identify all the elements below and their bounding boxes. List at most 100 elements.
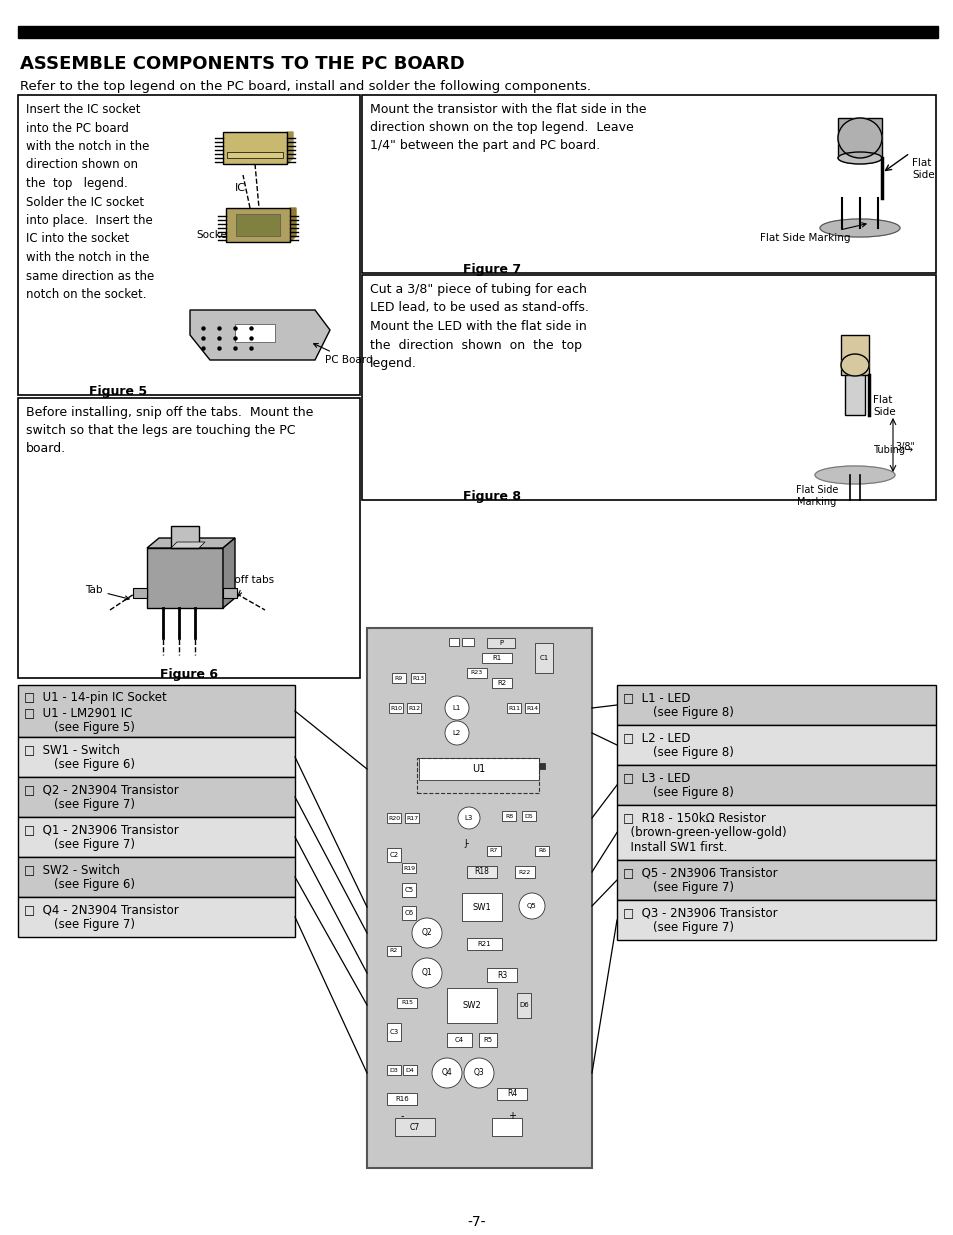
Bar	[517, 993, 531, 1018]
Text: R3: R3	[497, 971, 507, 979]
Bar	[234, 324, 274, 342]
Bar	[401, 863, 416, 873]
Bar	[223, 132, 287, 164]
Bar	[515, 866, 535, 878]
Text: (see Figure 6): (see Figure 6)	[24, 758, 135, 771]
Bar	[18, 737, 294, 777]
Circle shape	[432, 1058, 461, 1088]
Bar	[617, 685, 935, 725]
Bar	[486, 846, 500, 856]
Text: R23: R23	[471, 671, 482, 676]
Bar	[521, 811, 536, 821]
Bar	[387, 1065, 400, 1074]
Text: Cut a 3/8" piece of tubing for each
LED lead, to be used as stand-offs.
Mount th: Cut a 3/8" piece of tubing for each LED …	[370, 283, 588, 370]
Text: Socket: Socket	[195, 230, 231, 240]
Text: R14: R14	[525, 705, 537, 710]
Bar	[18, 857, 294, 897]
Bar	[486, 968, 517, 982]
Bar	[467, 866, 497, 878]
Bar	[447, 1032, 472, 1047]
Bar	[395, 1118, 435, 1136]
Bar	[171, 526, 199, 548]
Bar	[617, 725, 935, 764]
Ellipse shape	[837, 152, 882, 164]
Text: 3/8": 3/8"	[894, 442, 914, 452]
Bar	[478, 1032, 497, 1047]
Bar	[837, 119, 882, 158]
Text: -: -	[400, 1112, 403, 1121]
Text: Q4: Q4	[441, 1068, 452, 1077]
Text: R12: R12	[408, 705, 419, 710]
Circle shape	[463, 1058, 494, 1088]
Text: (brown-green-yellow-gold): (brown-green-yellow-gold)	[622, 826, 786, 839]
Text: SW2: SW2	[462, 1000, 481, 1009]
Bar	[147, 548, 223, 608]
Bar	[418, 758, 538, 781]
Text: R6: R6	[537, 848, 545, 853]
Bar	[461, 893, 501, 921]
Bar	[461, 638, 474, 646]
Text: R19: R19	[402, 866, 415, 871]
Text: Q5: Q5	[527, 903, 537, 909]
Bar	[405, 813, 418, 823]
Bar	[387, 946, 400, 956]
Circle shape	[412, 918, 441, 948]
Bar	[361, 95, 935, 273]
Text: Refer to the top legend on the PC board, install and solder the following compon: Refer to the top legend on the PC board,…	[20, 80, 590, 93]
Bar	[524, 703, 538, 713]
Text: Tubing→: Tubing→	[872, 445, 912, 454]
Circle shape	[444, 721, 469, 745]
Bar	[617, 860, 935, 900]
Text: □  R18 - 150kΩ Resistor: □ R18 - 150kΩ Resistor	[622, 811, 765, 824]
Bar	[226, 207, 290, 242]
Text: Flat Side
Marking: Flat Side Marking	[795, 485, 838, 506]
Text: (see Figure 7): (see Figure 7)	[24, 918, 135, 931]
Text: D5: D5	[524, 814, 533, 819]
Text: R13: R13	[412, 676, 424, 680]
Polygon shape	[290, 207, 295, 242]
Text: R7: R7	[489, 848, 497, 853]
Text: R21: R21	[476, 941, 490, 947]
Text: R4: R4	[506, 1089, 517, 1098]
Bar	[223, 588, 236, 598]
Text: R11: R11	[507, 705, 519, 710]
Text: D3: D3	[389, 1067, 398, 1072]
Bar	[844, 354, 864, 415]
Text: P: P	[498, 640, 502, 646]
Bar	[492, 1118, 521, 1136]
Text: □  L3 - LED: □ L3 - LED	[622, 771, 690, 784]
Bar	[18, 95, 359, 395]
Bar	[486, 638, 515, 648]
Text: R9: R9	[395, 676, 403, 680]
Bar	[18, 818, 294, 857]
Bar	[18, 685, 294, 737]
Text: □  U1 - LM2901 IC: □ U1 - LM2901 IC	[24, 706, 132, 719]
Bar	[617, 805, 935, 860]
Bar	[367, 629, 592, 1168]
Bar	[235, 214, 280, 236]
Bar	[535, 846, 548, 856]
Bar	[535, 643, 553, 673]
Text: □  Q2 - 2N3904 Transistor: □ Q2 - 2N3904 Transistor	[24, 783, 178, 797]
Text: Figure 8: Figure 8	[462, 490, 520, 503]
Bar	[361, 275, 935, 500]
Text: Figure 7: Figure 7	[462, 263, 520, 275]
Polygon shape	[223, 538, 234, 608]
Text: ASSEMBLE COMPONENTS TO THE PC BOARD: ASSEMBLE COMPONENTS TO THE PC BOARD	[20, 56, 464, 73]
Bar	[18, 777, 294, 818]
Bar	[402, 1065, 416, 1074]
Bar	[392, 673, 406, 683]
Text: R2: R2	[497, 680, 506, 685]
Text: R10: R10	[390, 705, 401, 710]
Polygon shape	[147, 538, 234, 548]
Text: Mount the transistor with the flat side in the
direction shown on the top legend: Mount the transistor with the flat side …	[370, 103, 646, 152]
Ellipse shape	[820, 219, 899, 237]
Bar	[497, 1088, 526, 1100]
Bar	[617, 764, 935, 805]
Text: Q3: Q3	[473, 1068, 484, 1077]
Text: U1: U1	[472, 764, 485, 774]
Text: Flat Side Marking: Flat Side Marking	[760, 222, 865, 243]
Text: □  Q4 - 2N3904 Transistor: □ Q4 - 2N3904 Transistor	[24, 903, 178, 916]
Text: Figure 6: Figure 6	[160, 668, 218, 680]
Text: □  Q3 - 2N3906 Transistor: □ Q3 - 2N3906 Transistor	[622, 906, 777, 919]
